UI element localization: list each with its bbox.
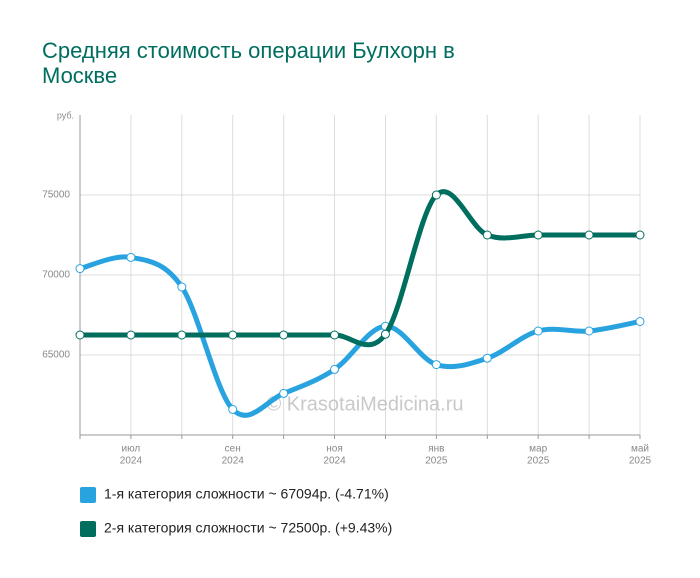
data-point <box>126 330 136 340</box>
data-point <box>482 230 492 240</box>
data-point <box>177 282 187 292</box>
data-point <box>431 360 441 370</box>
y-tick-label: 65000 <box>42 350 70 361</box>
y-unit: руб. <box>57 110 74 120</box>
legend-label: 2-я категория сложности ~ 72500р. (+9.43… <box>104 520 392 536</box>
x-tick-label: мар <box>529 444 547 455</box>
data-point <box>330 364 340 374</box>
x-tick-label: май <box>631 444 649 455</box>
data-point <box>228 330 238 340</box>
data-point <box>635 230 645 240</box>
data-point <box>533 326 543 336</box>
data-point <box>75 330 85 340</box>
x-tick-label: 2024 <box>222 456 245 467</box>
data-point <box>177 330 187 340</box>
legend-swatch <box>80 487 96 503</box>
chart-title: Москве <box>42 63 117 88</box>
data-point <box>279 388 289 398</box>
x-tick-label: 2025 <box>629 456 652 467</box>
data-point <box>635 316 645 326</box>
legend-label: 1-я категория сложности ~ 67094р. (-4.71… <box>104 486 389 502</box>
data-point <box>431 190 441 200</box>
watermark: © KrasotaiMedicina.ru <box>266 393 463 415</box>
x-tick-label: 2025 <box>527 456 550 467</box>
data-point <box>75 264 85 274</box>
data-point <box>330 330 340 340</box>
data-point <box>533 230 543 240</box>
x-tick-label: 2024 <box>323 456 346 467</box>
data-point <box>482 353 492 363</box>
data-point <box>380 329 390 339</box>
x-tick-label: 2025 <box>425 456 448 467</box>
y-tick-label: 75000 <box>42 190 70 201</box>
x-tick-label: сен <box>225 444 241 455</box>
data-point <box>126 252 136 262</box>
data-point <box>279 330 289 340</box>
data-point <box>584 230 594 240</box>
legend-swatch <box>80 521 96 537</box>
x-tick-label: июл <box>122 444 141 455</box>
chart-title: Средняя стоимость операции Булхорн в <box>42 38 455 63</box>
x-tick-label: ноя <box>326 444 343 455</box>
x-tick-label: 2024 <box>120 456 143 467</box>
data-point <box>228 404 238 414</box>
x-tick-label: янв <box>428 444 444 455</box>
data-point <box>584 326 594 336</box>
y-tick-label: 70000 <box>42 270 70 281</box>
